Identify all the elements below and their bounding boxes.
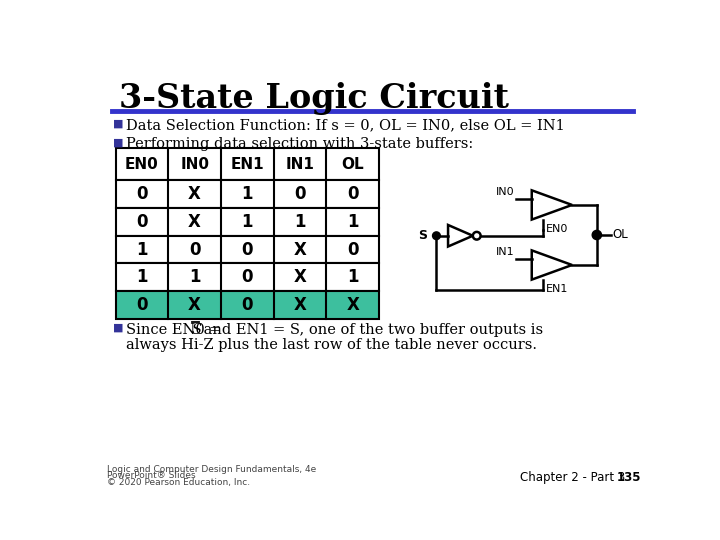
Text: IN0: IN0 [496,187,515,197]
Text: and EN1 = S, one of the two buffer outputs is: and EN1 = S, one of the two buffer outpu… [199,323,544,337]
Text: 1: 1 [136,241,148,259]
Text: 0: 0 [242,268,253,286]
Text: S: S [192,323,202,337]
Text: X: X [188,213,201,231]
Text: 0: 0 [242,241,253,259]
Bar [116,180,379,208]
Text: EN0: EN0 [546,224,569,234]
Bar [116,291,379,319]
Text: EN1: EN1 [230,157,264,172]
Text: Logic and Computer Design Fundamentals, 4e: Logic and Computer Design Fundamentals, … [107,465,316,474]
Text: Data Selection Function: If s = 0, OL = IN0, else OL = IN1: Data Selection Function: If s = 0, OL = … [127,119,565,133]
Text: 1: 1 [242,185,253,203]
Text: 0: 0 [189,241,200,259]
Text: Chapter 2 - Part 3: Chapter 2 - Part 3 [520,471,626,484]
Text: © 2020 Pearson Education, Inc.: © 2020 Pearson Education, Inc. [107,477,250,487]
Text: 0: 0 [294,185,306,203]
Text: IN0: IN0 [180,157,209,172]
Text: IN1: IN1 [496,247,515,257]
Text: EN0: EN0 [125,157,159,172]
Circle shape [593,231,601,240]
Text: always Hi-Z plus the last row of the table never occurs.: always Hi-Z plus the last row of the tab… [127,338,537,352]
Bar [116,148,379,180]
Text: 135: 135 [617,471,642,484]
Text: Performing data selection with 3-state buffers:: Performing data selection with 3-state b… [127,137,474,151]
Text: ■: ■ [113,137,124,147]
Text: 3-State Logic Circuit: 3-State Logic Circuit [120,82,510,114]
Text: 0: 0 [347,185,359,203]
Text: 1: 1 [347,213,359,231]
Circle shape [473,232,481,240]
Circle shape [433,232,441,240]
Text: ■: ■ [113,119,124,129]
Bar [116,236,379,264]
Text: Since EN0 =: Since EN0 = [127,323,227,337]
Text: S: S [418,230,427,242]
Text: 1: 1 [136,268,148,286]
Text: PowerPoint® Slides: PowerPoint® Slides [107,471,196,481]
Text: OL: OL [612,228,628,241]
Text: X: X [294,241,307,259]
Text: X: X [188,296,201,314]
Text: X: X [346,296,359,314]
Text: IN1: IN1 [286,157,315,172]
Text: 0: 0 [136,185,148,203]
Text: 1: 1 [189,268,200,286]
Text: EN1: EN1 [546,284,569,294]
Bar [116,264,379,291]
Text: 0: 0 [242,296,253,314]
Bar [116,208,379,236]
Text: 1: 1 [242,213,253,231]
Text: 0: 0 [136,213,148,231]
Text: 0: 0 [136,296,148,314]
Text: ■: ■ [113,323,124,333]
Text: OL: OL [341,157,364,172]
Text: X: X [294,296,307,314]
Text: X: X [188,185,201,203]
Text: X: X [294,268,307,286]
Text: 0: 0 [347,241,359,259]
Text: 1: 1 [347,268,359,286]
Text: 1: 1 [294,213,306,231]
